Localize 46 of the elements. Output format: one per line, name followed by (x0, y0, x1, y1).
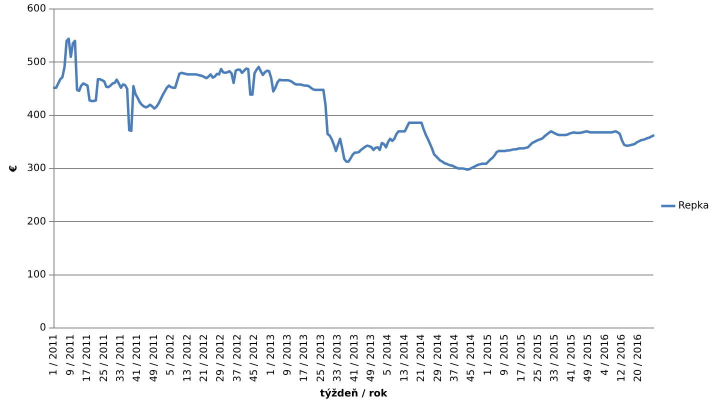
y-tick-label: 200 (26, 216, 46, 228)
y-tick-label: 0 (40, 322, 46, 334)
x-tick-label: 13 / 2014 (399, 334, 410, 382)
x-tick-label: 25 / 2013 (316, 334, 327, 382)
x-tick-label: 29 / 2014 (432, 334, 444, 382)
x-axis-title: týždeň / rok (320, 388, 388, 400)
x-tick-label: 25 / 2015 (533, 334, 544, 382)
x-tick-label: 41 / 2015 (566, 334, 578, 382)
x-tick-label: 20 / 2016 (633, 334, 644, 382)
x-tick-label: 45 / 2012 (249, 334, 260, 382)
y-tick-label: 500 (26, 56, 46, 68)
x-tick-label: 41 / 2011 (132, 334, 144, 382)
x-tick-label: 29 / 2012 (216, 334, 227, 382)
x-tick-label: 49 / 2015 (583, 334, 594, 382)
x-tick-label: 9 / 2011 (65, 334, 76, 376)
x-tick-label: 33 / 2011 (115, 334, 126, 382)
x-tick-label: 9 / 2013 (282, 334, 294, 376)
x-tick-label: 12 / 2016 (616, 334, 628, 382)
x-tick-label: 1 / 2011 (48, 334, 60, 376)
x-tick-label: 17 / 2015 (516, 334, 528, 382)
x-tick-label: 37 / 2014 (450, 334, 461, 382)
y-tick-label: 600 (26, 4, 46, 15)
x-tick-label: 45 / 2014 (466, 334, 478, 382)
legend-label: Repka (678, 200, 710, 212)
x-tick-label: 17 / 2011 (82, 334, 94, 382)
x-tick-label: 9 / 2015 (500, 334, 511, 376)
y-tick-label: 400 (26, 110, 46, 121)
x-tick-label: 5 / 2014 (382, 334, 394, 376)
y-tick-label: 100 (26, 270, 46, 281)
x-tick-label: 41 / 2013 (349, 334, 360, 382)
x-tick-label: 1 / 2015 (482, 334, 494, 376)
x-tick-label: 49 / 2013 (366, 334, 378, 382)
x-tick-label: 33 / 2015 (550, 334, 561, 382)
x-tick-label: 4 / 2016 (600, 334, 611, 376)
x-tick-label: 1 / 2013 (266, 334, 277, 376)
x-tick-label: 21 / 2014 (416, 334, 428, 382)
x-tick-label: 5 / 2012 (166, 334, 177, 376)
x-tick-label: 21 / 2012 (198, 334, 210, 382)
y-tick-label: 300 (26, 163, 46, 174)
x-tick-label: 17 / 2013 (299, 334, 310, 382)
x-tick-label: 33 / 2013 (332, 334, 344, 382)
x-tick-label: 37 / 2012 (232, 334, 244, 382)
x-tick-label: 13 / 2012 (182, 334, 194, 382)
y-axis-title: € (8, 165, 20, 174)
x-tick-label: 49 / 2011 (148, 334, 160, 382)
x-tick-label: 25 / 2011 (98, 334, 110, 382)
